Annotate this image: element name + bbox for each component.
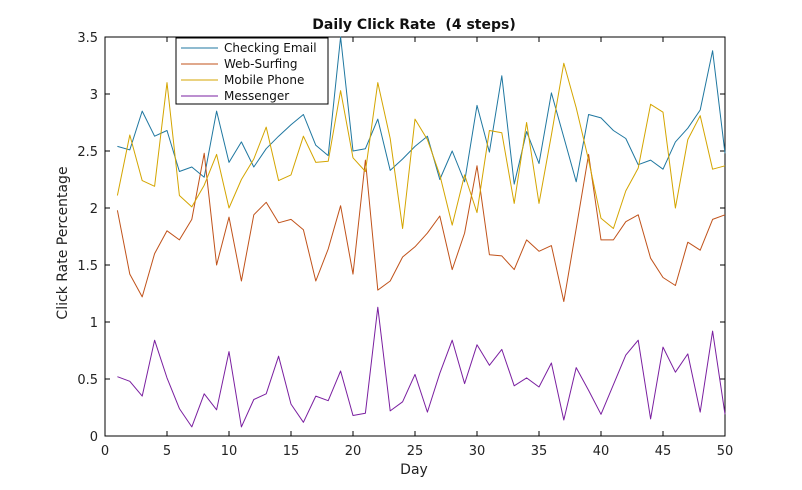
plot-area: 0 5 10 15 20 25 30 35 40 45 50 0 0.5 1 1.5 2 2.5 3 3.5 Chec… [77,31,733,459]
y-tick-label: 1.5 [77,259,98,274]
x-tick-label: 45 [655,444,672,459]
legend-label-checking-email: Checking Email [224,41,317,55]
x-tick-label: 25 [407,444,424,459]
y-tick-label: 3.5 [77,31,98,46]
x-tick-label: 40 [593,444,610,459]
y-tick-label: 0.5 [77,373,98,388]
y-tick-label: 3 [90,88,98,103]
y-tick-label: 1 [90,316,98,331]
x-tick-label: 5 [163,444,171,459]
x-tick-label: 15 [283,444,300,459]
y-tick-label: 0 [90,430,98,445]
legend-label-messenger: Messenger [224,89,289,103]
x-tick-label: 20 [345,444,362,459]
x-tick-label: 50 [717,444,734,459]
x-tick-label: 35 [531,444,548,459]
x-axis-label: Day [400,462,428,478]
y-axis-label: Click Rate Percentage [55,166,71,319]
series-line-mobile-phone [116,62,726,229]
y-tick-label: 2.5 [77,145,98,160]
series-line-checking-email [117,36,726,185]
y-tick-label: 2 [90,202,98,217]
series-line-messenger [117,306,726,428]
x-tick-label: 30 [469,444,486,459]
x-tick-label: 10 [221,444,238,459]
legend-label-mobile-phone: Mobile Phone [224,73,304,87]
x-tick-label: 0 [101,444,109,459]
legend: Checking Email Web-Surfing Mobile Phone Mes… [175,37,329,105]
legend-box [175,37,329,105]
series-line-web-surfing [116,152,726,302]
legend-label-web-surfing: Web-Surfing [224,57,297,71]
chart-title: Daily Click Rate (4 steps) [312,17,515,33]
